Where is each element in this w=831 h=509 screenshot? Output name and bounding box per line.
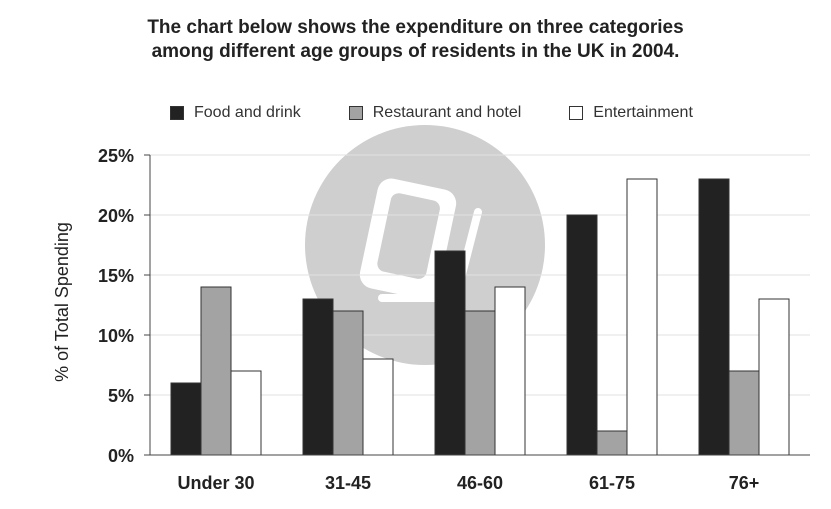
x-tick-label: 31-45 — [325, 473, 371, 493]
x-tick-label: 46-60 — [457, 473, 503, 493]
bar-food-and-drink-76- — [698, 178, 730, 456]
bar-restaurant-and-hotel-76- — [728, 370, 760, 456]
bar-food-and-drink-31-45 — [302, 298, 334, 456]
y-axis-title: % of Total Spending — [52, 222, 72, 382]
legend-swatch-entertainment — [569, 106, 584, 120]
legend-label-food-and-drink: Food and drink — [194, 104, 301, 121]
bar-entertainment-76- — [758, 298, 790, 456]
chart-title: The chart below shows the expenditure on… — [0, 16, 831, 64]
bar-restaurant-and-hotel-under-30 — [200, 286, 232, 456]
bar-restaurant-and-hotel-46-60 — [464, 310, 496, 456]
chart-title-line-2: among different age groups of residents … — [151, 41, 680, 62]
legend-swatch-restaurant-and-hotel — [348, 106, 363, 120]
legend-item-restaurant-and-hotel: Restaurant and hotel — [348, 104, 522, 122]
legend-item-food-and-drink: Food and drink — [170, 104, 301, 122]
bar-entertainment-61-75 — [626, 178, 658, 456]
legend-label-restaurant-and-hotel: Restaurant and hotel — [372, 104, 522, 121]
y-tick-label: 15% — [98, 266, 134, 286]
bar-food-and-drink-under-30 — [170, 382, 202, 456]
x-tick-label: 61-75 — [589, 473, 635, 493]
y-tick-label: 10% — [98, 326, 134, 346]
x-tick-label: 76+ — [729, 473, 760, 493]
bar-food-and-drink-46-60 — [434, 250, 466, 456]
legend-swatch-food-and-drink — [170, 106, 184, 120]
bar-entertainment-under-30 — [230, 370, 262, 456]
chart-title-line-1: The chart below shows the expenditure on… — [147, 17, 684, 38]
y-tick-label: 0% — [108, 446, 134, 466]
y-tick-label: 5% — [108, 386, 134, 406]
chart-legend: Food and drink Restaurant and hotel Ente… — [170, 102, 741, 124]
bar-restaurant-and-hotel-61-75 — [596, 430, 628, 456]
x-tick-label: Under 30 — [177, 473, 254, 493]
legend-label-entertainment: Entertainment — [593, 104, 693, 121]
y-tick-label: 20% — [98, 206, 134, 226]
bar-entertainment-31-45 — [362, 358, 394, 456]
y-tick-label: 25% — [98, 146, 134, 166]
bar-entertainment-46-60 — [494, 286, 526, 456]
bar-food-and-drink-61-75 — [566, 214, 598, 456]
legend-item-entertainment: Entertainment — [569, 104, 693, 122]
bar-restaurant-and-hotel-31-45 — [332, 310, 364, 456]
